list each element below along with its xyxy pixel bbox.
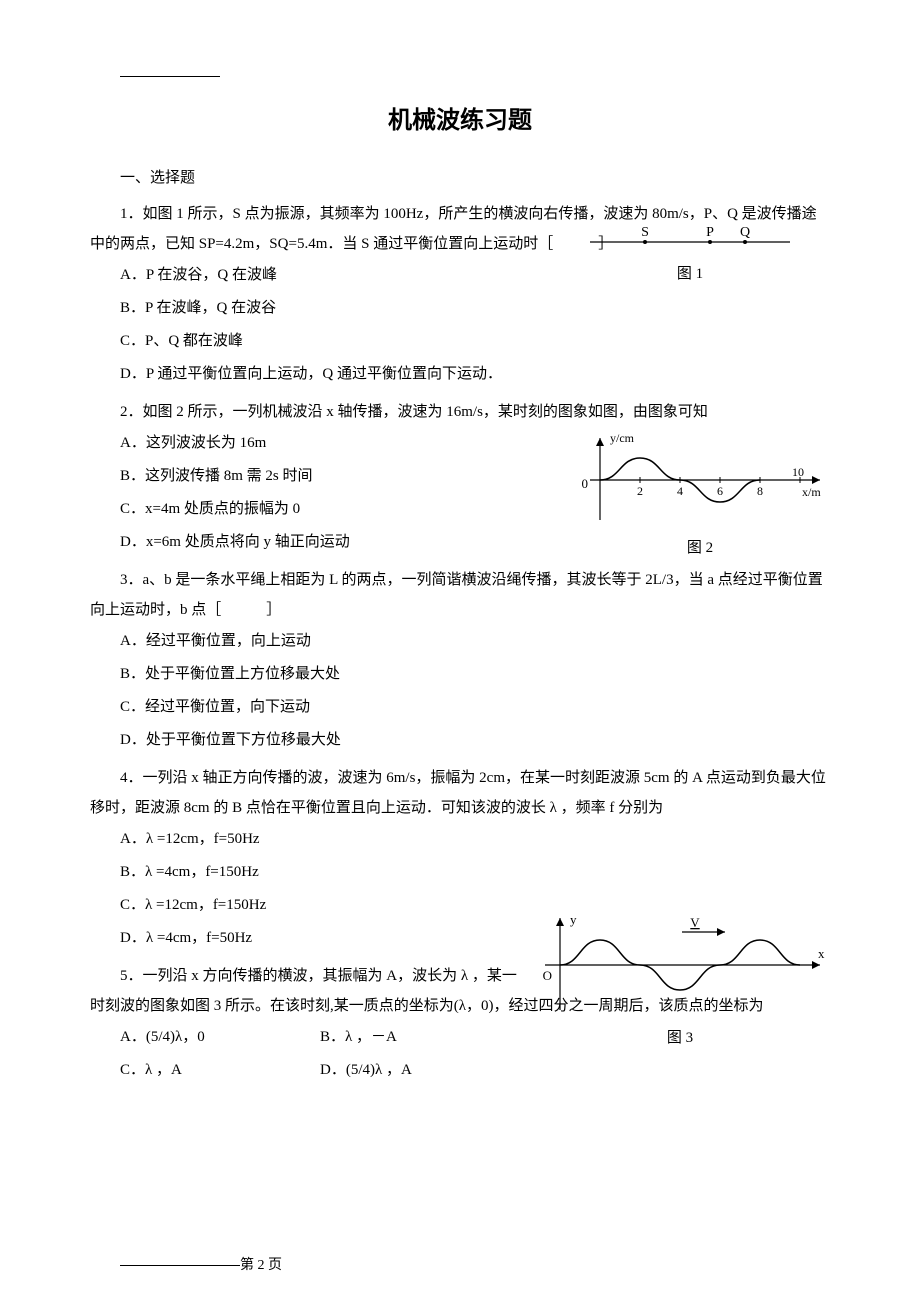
q3-option-b: B．处于平衡位置上方位移最大处: [90, 658, 830, 691]
svg-text:x/m: x/m: [802, 485, 821, 499]
q1-option-b: B．P 在波峰，Q 在波谷: [90, 292, 830, 325]
q3-option-a: A．经过平衡位置，向上运动: [90, 625, 830, 658]
svg-text:4: 4: [677, 484, 683, 498]
top-rule: [120, 76, 220, 77]
figure-1-caption: 图 1: [580, 262, 800, 283]
svg-text:P: P: [706, 225, 714, 240]
section-heading: 一、选择题: [90, 163, 830, 193]
svg-text:y/cm: y/cm: [610, 431, 635, 445]
svg-text:y: y: [570, 912, 577, 927]
q3-option-c: C．经过平衡位置，向下运动: [90, 691, 830, 724]
q5-option-d: D．(5/4)λ ，A: [320, 1054, 520, 1087]
svg-text:8: 8: [757, 484, 763, 498]
footer-text: 第 2 页: [240, 1258, 282, 1273]
svg-text:V: V: [690, 915, 700, 930]
q4-option-a: A．λ =12cm，f=50Hz: [90, 823, 830, 856]
svg-text:Q: Q: [740, 225, 750, 240]
figure-3-caption: 图 3: [530, 1026, 830, 1047]
question-4-stem: 4．一列沿 x 轴正方向传播的波，波速为 6m/s，振幅为 2cm，在某一时刻距…: [90, 763, 830, 823]
q3-option-d: D．处于平衡位置下方位移最大处: [90, 724, 830, 757]
q5-option-a: A．(5/4)λ，0: [120, 1021, 320, 1054]
q5-option-c: C．λ ，A: [120, 1054, 320, 1087]
q4-option-b: B．λ =4cm，f=150Hz: [90, 856, 830, 889]
figure-2: 0 y/cm x/m 2 4 6 8 10 图 2: [570, 430, 830, 557]
page-footer: 第 2 页: [120, 1254, 282, 1274]
svg-text:2: 2: [637, 484, 643, 498]
figure-3: O y x V 图 3: [530, 910, 830, 1047]
q1-option-d: D．P 通过平衡位置向上运动，Q 通过平衡位置向下运动．: [90, 358, 830, 391]
page-title: 机械波练习题: [90, 100, 830, 135]
q5-option-b: B．λ ，－A: [320, 1021, 520, 1054]
svg-text:S: S: [641, 225, 649, 240]
figure-2-caption: 图 2: [570, 536, 830, 557]
svg-text:O: O: [543, 968, 552, 983]
svg-text:x: x: [818, 946, 825, 961]
figure-1: S P Q 图 1: [580, 220, 800, 283]
question-2-stem: 2．如图 2 所示，一列机械波沿 x 轴传播，波速为 16m/s，某时刻的图象如…: [90, 397, 830, 427]
svg-text:10: 10: [792, 465, 804, 479]
q1-option-c: C．P、Q 都在波峰: [90, 325, 830, 358]
svg-text:6: 6: [717, 484, 723, 498]
question-3-stem: 3．a、b 是一条水平绳上相距为 L 的两点，一列简谐横波沿绳传播，其波长等于 …: [90, 565, 830, 625]
svg-text:0: 0: [582, 476, 589, 491]
